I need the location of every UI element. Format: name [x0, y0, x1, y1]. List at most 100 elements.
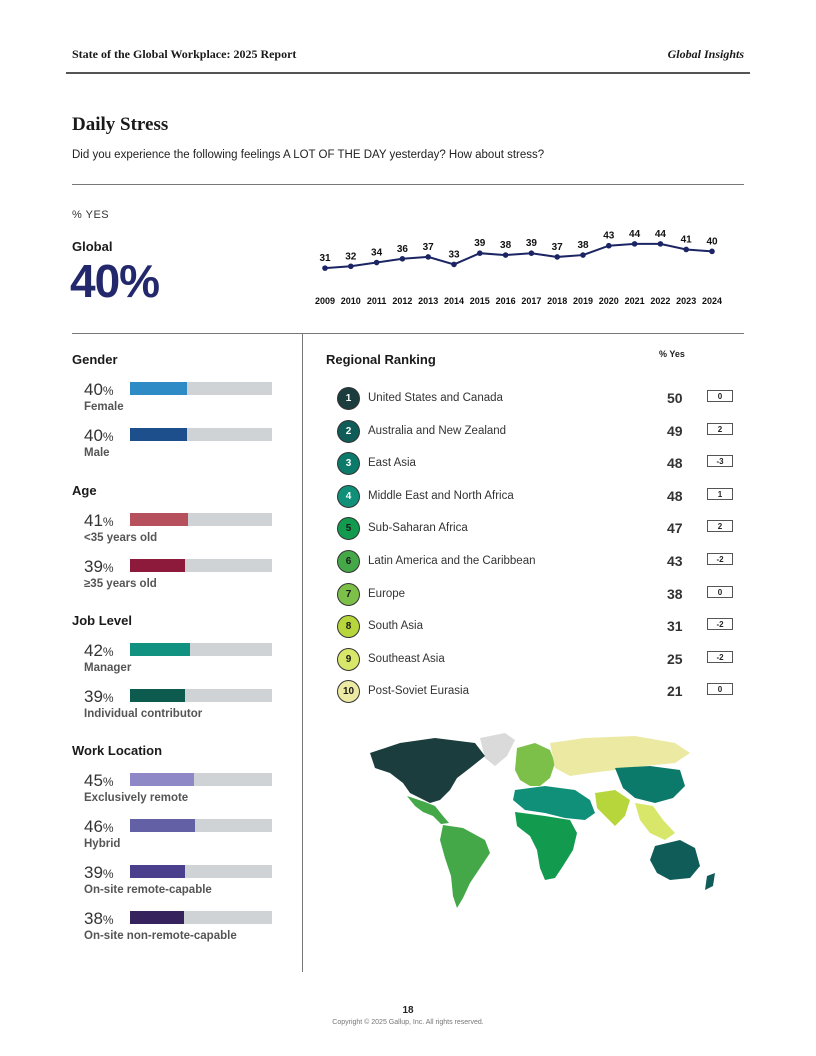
- demographic-bar-fill: [130, 819, 195, 832]
- rank-badge: 8: [337, 615, 360, 638]
- percent-sign: %: [102, 867, 114, 881]
- trend-data-label: 34: [371, 248, 383, 259]
- trend-point: [451, 261, 457, 268]
- section-divider: [72, 333, 744, 334]
- demographic-bar-track: [130, 819, 272, 832]
- trend-year-tick: 2011: [367, 296, 387, 306]
- demographic-group-title: Age: [72, 483, 97, 498]
- demographic-bar-fill: [130, 428, 187, 441]
- trend-data-label: 33: [448, 249, 460, 260]
- rank-change-badge: -3: [707, 455, 733, 467]
- trend-year-tick: 2021: [625, 296, 645, 306]
- demographic-bar-track: [130, 428, 272, 441]
- trend-data-label: 32: [345, 251, 357, 262]
- trend-point: [709, 248, 715, 255]
- rank-change-badge: 0: [707, 390, 733, 402]
- demographic-value: 40%: [84, 426, 114, 446]
- map-region-new-zealand: [705, 873, 715, 890]
- trend-year-tick: 2010: [341, 296, 361, 306]
- trend-data-label: 37: [423, 242, 435, 253]
- region-pct-value: 25: [667, 651, 683, 667]
- demographic-value-number: 45: [84, 771, 103, 790]
- percent-sign: %: [102, 913, 114, 927]
- trend-line-chart: 31 2009 32 2010 34 2011 36 2012 37 2013 33 2014 39 20…: [315, 229, 722, 306]
- region-pct-value: 38: [667, 586, 683, 602]
- region-pct-value: 47: [667, 520, 683, 536]
- trend-point: [425, 254, 431, 260]
- demographic-group-title: Job Level: [72, 613, 132, 628]
- ranking-row: 10 Post-Soviet Eurasia 21 0: [337, 680, 737, 704]
- rank-badge: 6: [337, 550, 360, 573]
- ranking-row: 2 Australia and New Zealand 49 2: [337, 420, 737, 444]
- trend-point: [477, 250, 483, 256]
- region-pct-value: 48: [667, 455, 683, 471]
- trend-data-label: 39: [526, 238, 538, 249]
- trend-data-label: 38: [577, 240, 589, 251]
- demographic-bar-fill: [130, 865, 185, 878]
- ranking-row: 3 East Asia 48 -3: [337, 452, 737, 476]
- report-title: State of the Global Workplace: 2025 Repo…: [72, 47, 297, 61]
- trend-year-tick: 2013: [418, 296, 438, 306]
- demographic-value-number: 38: [84, 909, 103, 928]
- trend-point: [606, 242, 612, 249]
- rank-badge: 5: [337, 517, 360, 540]
- percent-sign: %: [102, 515, 114, 529]
- rank-change-badge: 2: [707, 423, 733, 435]
- demographic-label: Manager: [84, 662, 132, 674]
- region-pct-value: 50: [667, 390, 683, 406]
- trend-data-label: 43: [603, 231, 615, 242]
- survey-question: Did you experience the following feeling…: [72, 149, 545, 161]
- demographic-bar-track: [130, 513, 272, 526]
- trend-data-label: 38: [500, 240, 512, 251]
- ranking-row: 1 United States and Canada 50 0: [337, 387, 737, 411]
- percent-sign: %: [102, 430, 114, 444]
- demographic-bar-fill: [130, 643, 190, 656]
- percent-sign: %: [102, 821, 114, 835]
- map-region-greenland: [480, 733, 515, 766]
- demographic-value: 41%: [84, 511, 114, 531]
- demographic-value-number: 42: [84, 641, 103, 660]
- percent-sign: %: [102, 691, 114, 705]
- demographic-label: <35 years old: [84, 532, 158, 544]
- trend-year-tick: 2017: [521, 296, 541, 306]
- trend-point: [631, 241, 638, 247]
- region-pct-value: 49: [667, 423, 683, 439]
- region-pct-value: 21: [667, 683, 683, 699]
- trend-year-tick: 2019: [573, 296, 593, 306]
- ranking-row: 9 Southeast Asia 25 -2: [337, 648, 737, 672]
- demographic-value: 38%: [84, 909, 114, 929]
- demographic-label: Hybrid: [84, 838, 121, 850]
- region-name: Latin America and the Caribbean: [368, 555, 536, 567]
- trend-data-label: 37: [552, 242, 564, 253]
- brand-label: Global Insights: [667, 47, 744, 61]
- demographic-value: 39%: [84, 557, 114, 577]
- region-pct-value: 43: [667, 553, 683, 569]
- title-divider: [72, 184, 744, 185]
- rank-change-badge: 0: [707, 683, 733, 695]
- demographic-label: ≥35 years old: [84, 578, 157, 590]
- trend-point: [399, 256, 406, 262]
- demographic-value-number: 41: [84, 511, 103, 530]
- trend-year-tick: 2023: [676, 296, 696, 306]
- demographic-bar-track: [130, 382, 272, 395]
- demographic-value-number: 46: [84, 817, 103, 836]
- trend-data-label: 31: [319, 253, 331, 264]
- percent-sign: %: [102, 561, 114, 575]
- map-region-mena: [513, 786, 595, 820]
- rank-badge: 2: [337, 420, 360, 443]
- global-value: 40%: [70, 255, 160, 307]
- demographic-value: 40%: [84, 380, 114, 400]
- rank-badge: 3: [337, 452, 360, 475]
- region-name: Middle East and North Africa: [368, 490, 514, 502]
- demographic-value: 39%: [84, 863, 114, 883]
- pct-yes-column-header: % Yes: [659, 349, 685, 359]
- trend-year-tick: 2022: [650, 296, 670, 306]
- trend-data-label: 39: [474, 238, 486, 249]
- map-region-north-america: [370, 738, 485, 803]
- demographic-value: 45%: [84, 771, 114, 791]
- demographic-bar-fill: [130, 773, 194, 786]
- demographic-bar-track: [130, 643, 272, 656]
- ranking-row: 7 Europe 38 0: [337, 583, 737, 607]
- rank-badge: 4: [337, 485, 360, 508]
- rank-badge: 1: [337, 387, 360, 410]
